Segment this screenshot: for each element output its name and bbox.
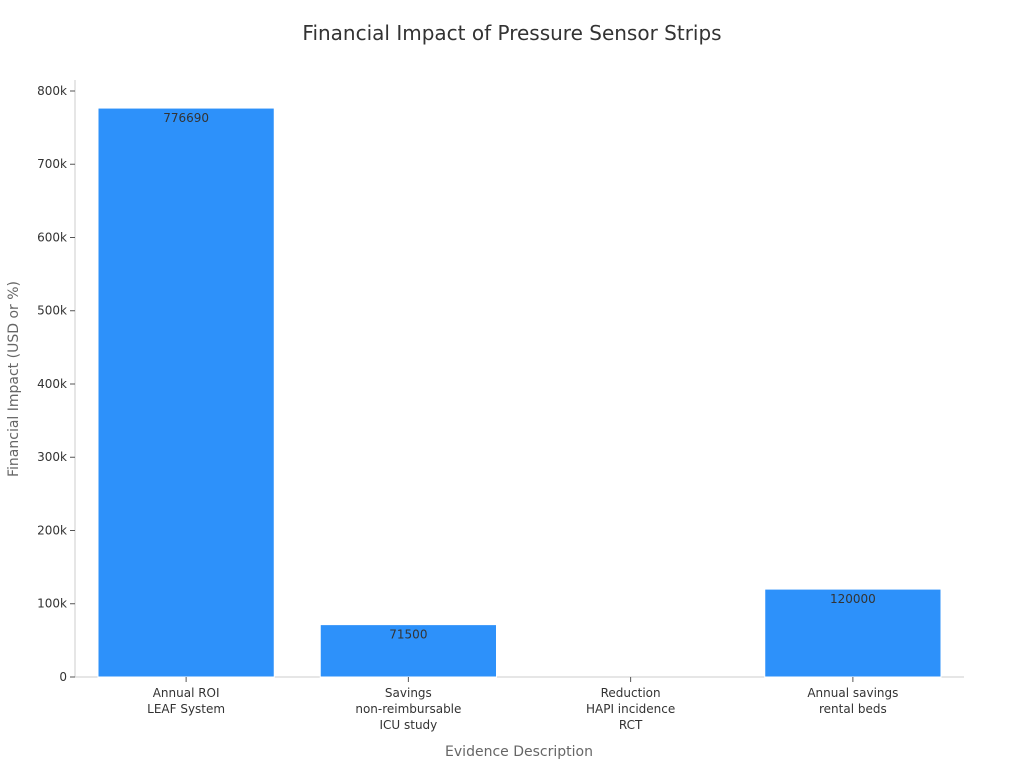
chart-title: Financial Impact of Pressure Sensor Stri… [302, 21, 721, 45]
y-axis-ticks: 0 100k 200k 300k 400k 500k 600k 700k 800k [37, 84, 75, 684]
x-tick-label-line: non-reimbursable [355, 702, 461, 716]
x-tick-label-line: rental beds [819, 702, 887, 716]
x-tick-label-line: RCT [619, 718, 643, 732]
x-tick-label-line: Annual savings [807, 686, 898, 700]
x-tick-label-line: HAPI incidence [586, 702, 675, 716]
x-axis-ticks: Annual ROI LEAF System Savings non-reimburs… [147, 677, 898, 732]
bar-data-label: 71500 [389, 628, 427, 642]
x-tick-label-line: LEAF System [147, 702, 225, 716]
bar [97, 107, 275, 678]
y-tick-label: 700k [37, 157, 67, 171]
x-tick-label-line: ICU study [379, 718, 437, 732]
bar [319, 624, 497, 678]
y-tick-label: 400k [37, 377, 67, 391]
x-tick-label: Reduction HAPI incidence RCT [586, 686, 675, 732]
x-tick-label-line: Annual ROI [153, 686, 220, 700]
data-labels: 776690 71500 120000 [163, 111, 876, 642]
y-tick-label: 300k [37, 450, 67, 464]
y-tick-label: 200k [37, 523, 67, 537]
y-tick-label: 500k [37, 304, 67, 318]
x-axis-title: Evidence Description [445, 744, 593, 760]
bar-data-label: 120000 [830, 592, 876, 606]
x-tick-label: Annual ROI LEAF System [147, 686, 225, 716]
y-tick-label: 0 [59, 670, 67, 684]
bar-series [97, 107, 942, 678]
x-tick-label: Annual savings rental beds [807, 686, 898, 716]
y-axis-title: Financial Impact (USD or %) [6, 281, 22, 477]
y-tick-label: 800k [37, 84, 67, 98]
x-tick-label: Savings non-reimbursable ICU study [355, 686, 461, 732]
x-tick-label-line: Savings [385, 686, 432, 700]
x-tick-label-line: Reduction [601, 686, 661, 700]
y-tick-label: 600k [37, 230, 67, 244]
bar [764, 588, 942, 678]
bar-data-label: 776690 [163, 111, 209, 125]
y-tick-label: 100k [37, 597, 67, 611]
